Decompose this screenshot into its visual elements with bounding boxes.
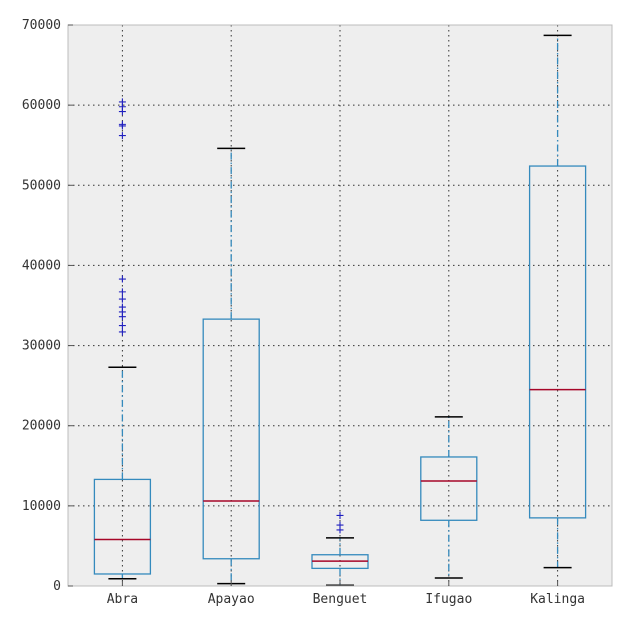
x-tick-label: Ifugao <box>425 592 472 607</box>
outlier-point <box>118 295 126 303</box>
x-tick-label: Abra <box>107 592 138 607</box>
y-tick-label: 30000 <box>22 339 61 354</box>
y-tick-label: 40000 <box>22 258 61 273</box>
x-tick-label: Kalinga <box>530 592 585 607</box>
y-axis-ticks: 0 10000 20000 30000 40000 50000 60000 70000 <box>22 18 73 594</box>
outlier-point <box>118 288 126 296</box>
y-tick-label: 20000 <box>22 419 61 434</box>
y-tick-label: 50000 <box>22 178 61 193</box>
box-benguet <box>311 511 369 586</box>
outlier-point <box>118 303 126 311</box>
y-tick-label: 70000 <box>22 18 61 33</box>
outlier-point <box>336 511 344 519</box>
box-series <box>93 34 587 586</box>
x-tick-label: Apayao <box>208 592 255 607</box>
outlier-point <box>118 322 126 330</box>
iqr-box <box>420 456 478 521</box>
iqr-box <box>202 318 260 560</box>
iqr-box <box>528 165 587 519</box>
outlier-point <box>118 275 126 283</box>
box-kalinga <box>528 34 587 569</box>
outlier-point <box>118 132 126 140</box>
outlier-point <box>336 521 344 529</box>
iqr-box <box>93 478 152 575</box>
y-tick-label: 0 <box>53 579 61 594</box>
outlier-point <box>118 120 126 128</box>
y-tick-label: 60000 <box>22 98 61 113</box>
x-tick-label: Benguet <box>313 592 368 607</box>
box-ifugao <box>420 416 478 579</box>
box-abra <box>93 98 152 580</box>
outlier-point <box>118 98 126 106</box>
y-tick-label: 10000 <box>22 499 61 514</box>
outlier-point <box>118 328 126 336</box>
x-axis-ticks: Abra Apayao Benguet Ifugao Kalinga <box>107 581 585 607</box>
